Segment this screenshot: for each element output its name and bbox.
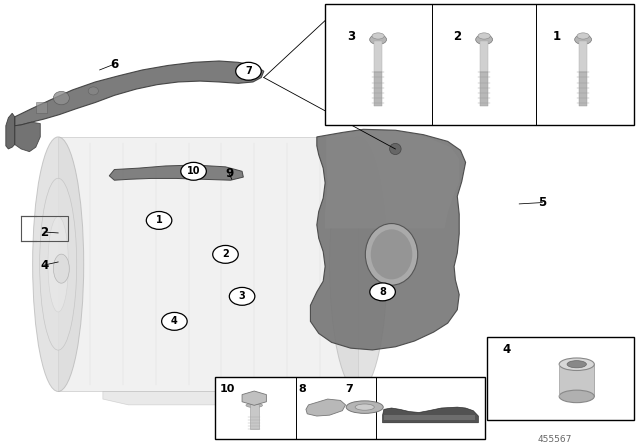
Bar xyxy=(214,377,484,439)
Polygon shape xyxy=(242,391,266,405)
Ellipse shape xyxy=(48,216,68,312)
Bar xyxy=(374,41,382,72)
Ellipse shape xyxy=(559,358,595,370)
Circle shape xyxy=(229,288,255,305)
Bar xyxy=(480,41,488,72)
Text: 8: 8 xyxy=(298,384,306,394)
Ellipse shape xyxy=(33,137,84,392)
Text: 2: 2 xyxy=(222,250,229,259)
Bar xyxy=(579,41,587,72)
Bar xyxy=(36,102,47,113)
Ellipse shape xyxy=(390,143,401,155)
Text: 8: 8 xyxy=(379,287,386,297)
Text: 455567: 455567 xyxy=(538,435,572,444)
Bar xyxy=(325,4,634,125)
Circle shape xyxy=(370,283,396,301)
Circle shape xyxy=(236,62,261,80)
Text: 5: 5 xyxy=(538,196,547,209)
Polygon shape xyxy=(325,131,460,228)
Ellipse shape xyxy=(478,33,490,39)
Text: 10: 10 xyxy=(220,384,235,394)
Polygon shape xyxy=(306,399,346,416)
Text: 3: 3 xyxy=(239,291,246,302)
Polygon shape xyxy=(15,61,264,126)
Bar xyxy=(579,72,587,106)
Text: 3: 3 xyxy=(348,30,355,43)
Ellipse shape xyxy=(246,403,262,408)
Ellipse shape xyxy=(355,404,374,410)
Ellipse shape xyxy=(40,178,77,350)
Circle shape xyxy=(147,211,172,229)
Text: 2: 2 xyxy=(40,225,48,238)
Ellipse shape xyxy=(371,229,412,280)
Ellipse shape xyxy=(330,137,387,392)
Ellipse shape xyxy=(346,401,383,414)
Ellipse shape xyxy=(567,361,586,368)
Ellipse shape xyxy=(370,34,387,44)
Text: 2: 2 xyxy=(453,30,461,43)
Ellipse shape xyxy=(575,34,591,44)
Text: 10: 10 xyxy=(187,166,200,177)
Polygon shape xyxy=(310,129,466,350)
Ellipse shape xyxy=(88,87,99,95)
Text: 1: 1 xyxy=(156,215,163,225)
Ellipse shape xyxy=(53,91,69,105)
Circle shape xyxy=(180,162,206,180)
Bar xyxy=(374,72,382,106)
Polygon shape xyxy=(15,122,40,152)
Polygon shape xyxy=(384,415,474,420)
Bar xyxy=(480,72,488,106)
Text: 1: 1 xyxy=(552,30,561,43)
Text: 6: 6 xyxy=(110,58,118,71)
Text: 7: 7 xyxy=(245,66,252,76)
Polygon shape xyxy=(103,392,320,405)
Ellipse shape xyxy=(372,33,384,39)
Ellipse shape xyxy=(53,254,69,283)
Ellipse shape xyxy=(559,390,595,403)
Ellipse shape xyxy=(577,33,589,39)
Text: 4: 4 xyxy=(40,258,48,271)
Circle shape xyxy=(162,312,187,330)
Ellipse shape xyxy=(476,34,493,44)
Polygon shape xyxy=(109,165,243,180)
Bar xyxy=(487,336,634,420)
Text: 7: 7 xyxy=(345,384,353,394)
Circle shape xyxy=(212,246,238,263)
Bar xyxy=(559,364,595,396)
Bar xyxy=(250,404,259,429)
Ellipse shape xyxy=(365,224,418,285)
Polygon shape xyxy=(6,113,15,149)
Polygon shape xyxy=(58,137,358,392)
Text: 9: 9 xyxy=(225,168,234,181)
Polygon shape xyxy=(383,407,478,423)
Text: 4: 4 xyxy=(502,343,511,356)
Text: 4: 4 xyxy=(171,316,178,326)
